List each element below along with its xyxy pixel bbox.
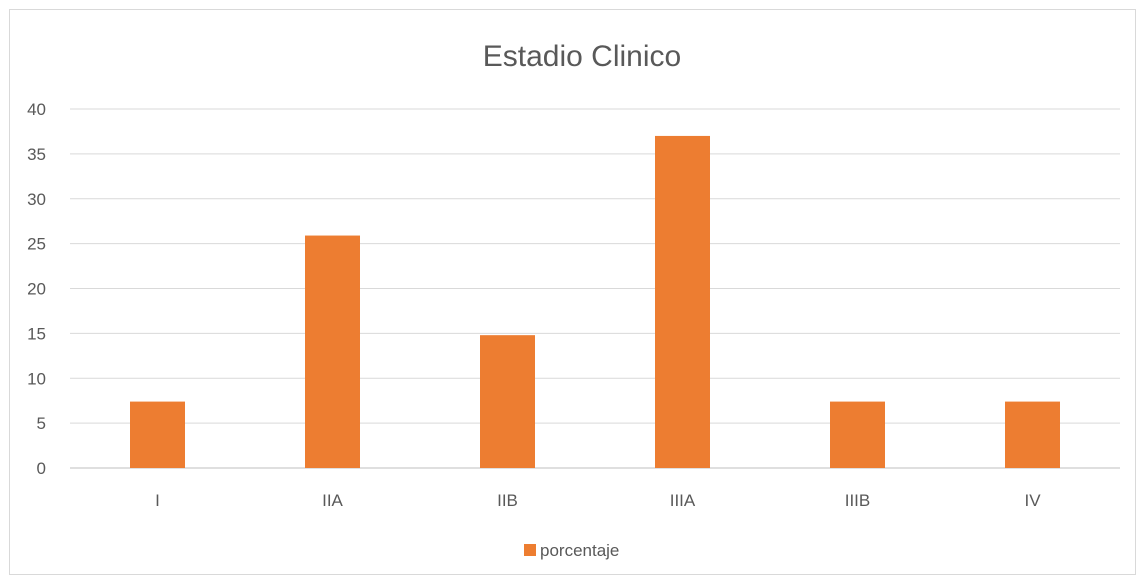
y-tick-label: 5: [37, 414, 46, 433]
chart-frame: [9, 9, 1136, 575]
y-tick-label: 0: [37, 459, 46, 478]
chart-title: Estadio Clinico: [483, 40, 681, 73]
x-tick-label: IIB: [497, 491, 518, 510]
y-tick-label: 40: [27, 100, 46, 119]
y-tick-label: 20: [27, 280, 46, 299]
bar-iia: [305, 235, 360, 468]
y-tick-label: 30: [27, 190, 46, 209]
legend-label: porcentaje: [540, 541, 619, 560]
y-tick-label: 15: [27, 324, 46, 343]
x-tick-label: IIIA: [670, 491, 696, 510]
bar-i: [130, 401, 185, 468]
x-axis-tick-labels: I IIA IIB IIIA IIIB IV: [155, 491, 1041, 510]
y-tick-label: 35: [27, 145, 46, 164]
bars: [130, 135, 1060, 469]
x-tick-label: IIIB: [845, 491, 871, 510]
y-axis-tick-labels: 0 5 10 15 20 25 30 35 40: [27, 100, 46, 478]
x-tick-label: I: [155, 491, 160, 510]
bar-iib: [480, 335, 535, 468]
y-tick-label: 25: [27, 235, 46, 254]
gridlines: [70, 108, 1120, 469]
legend-swatch: [524, 544, 536, 556]
y-tick-label: 10: [27, 369, 46, 388]
bar-iiia: [655, 135, 710, 469]
bar-iiib: [830, 401, 885, 468]
x-tick-label: IV: [1024, 491, 1041, 510]
bar-iv: [1005, 401, 1060, 468]
x-tick-label: IIA: [322, 491, 343, 510]
legend: porcentaje: [524, 541, 619, 560]
